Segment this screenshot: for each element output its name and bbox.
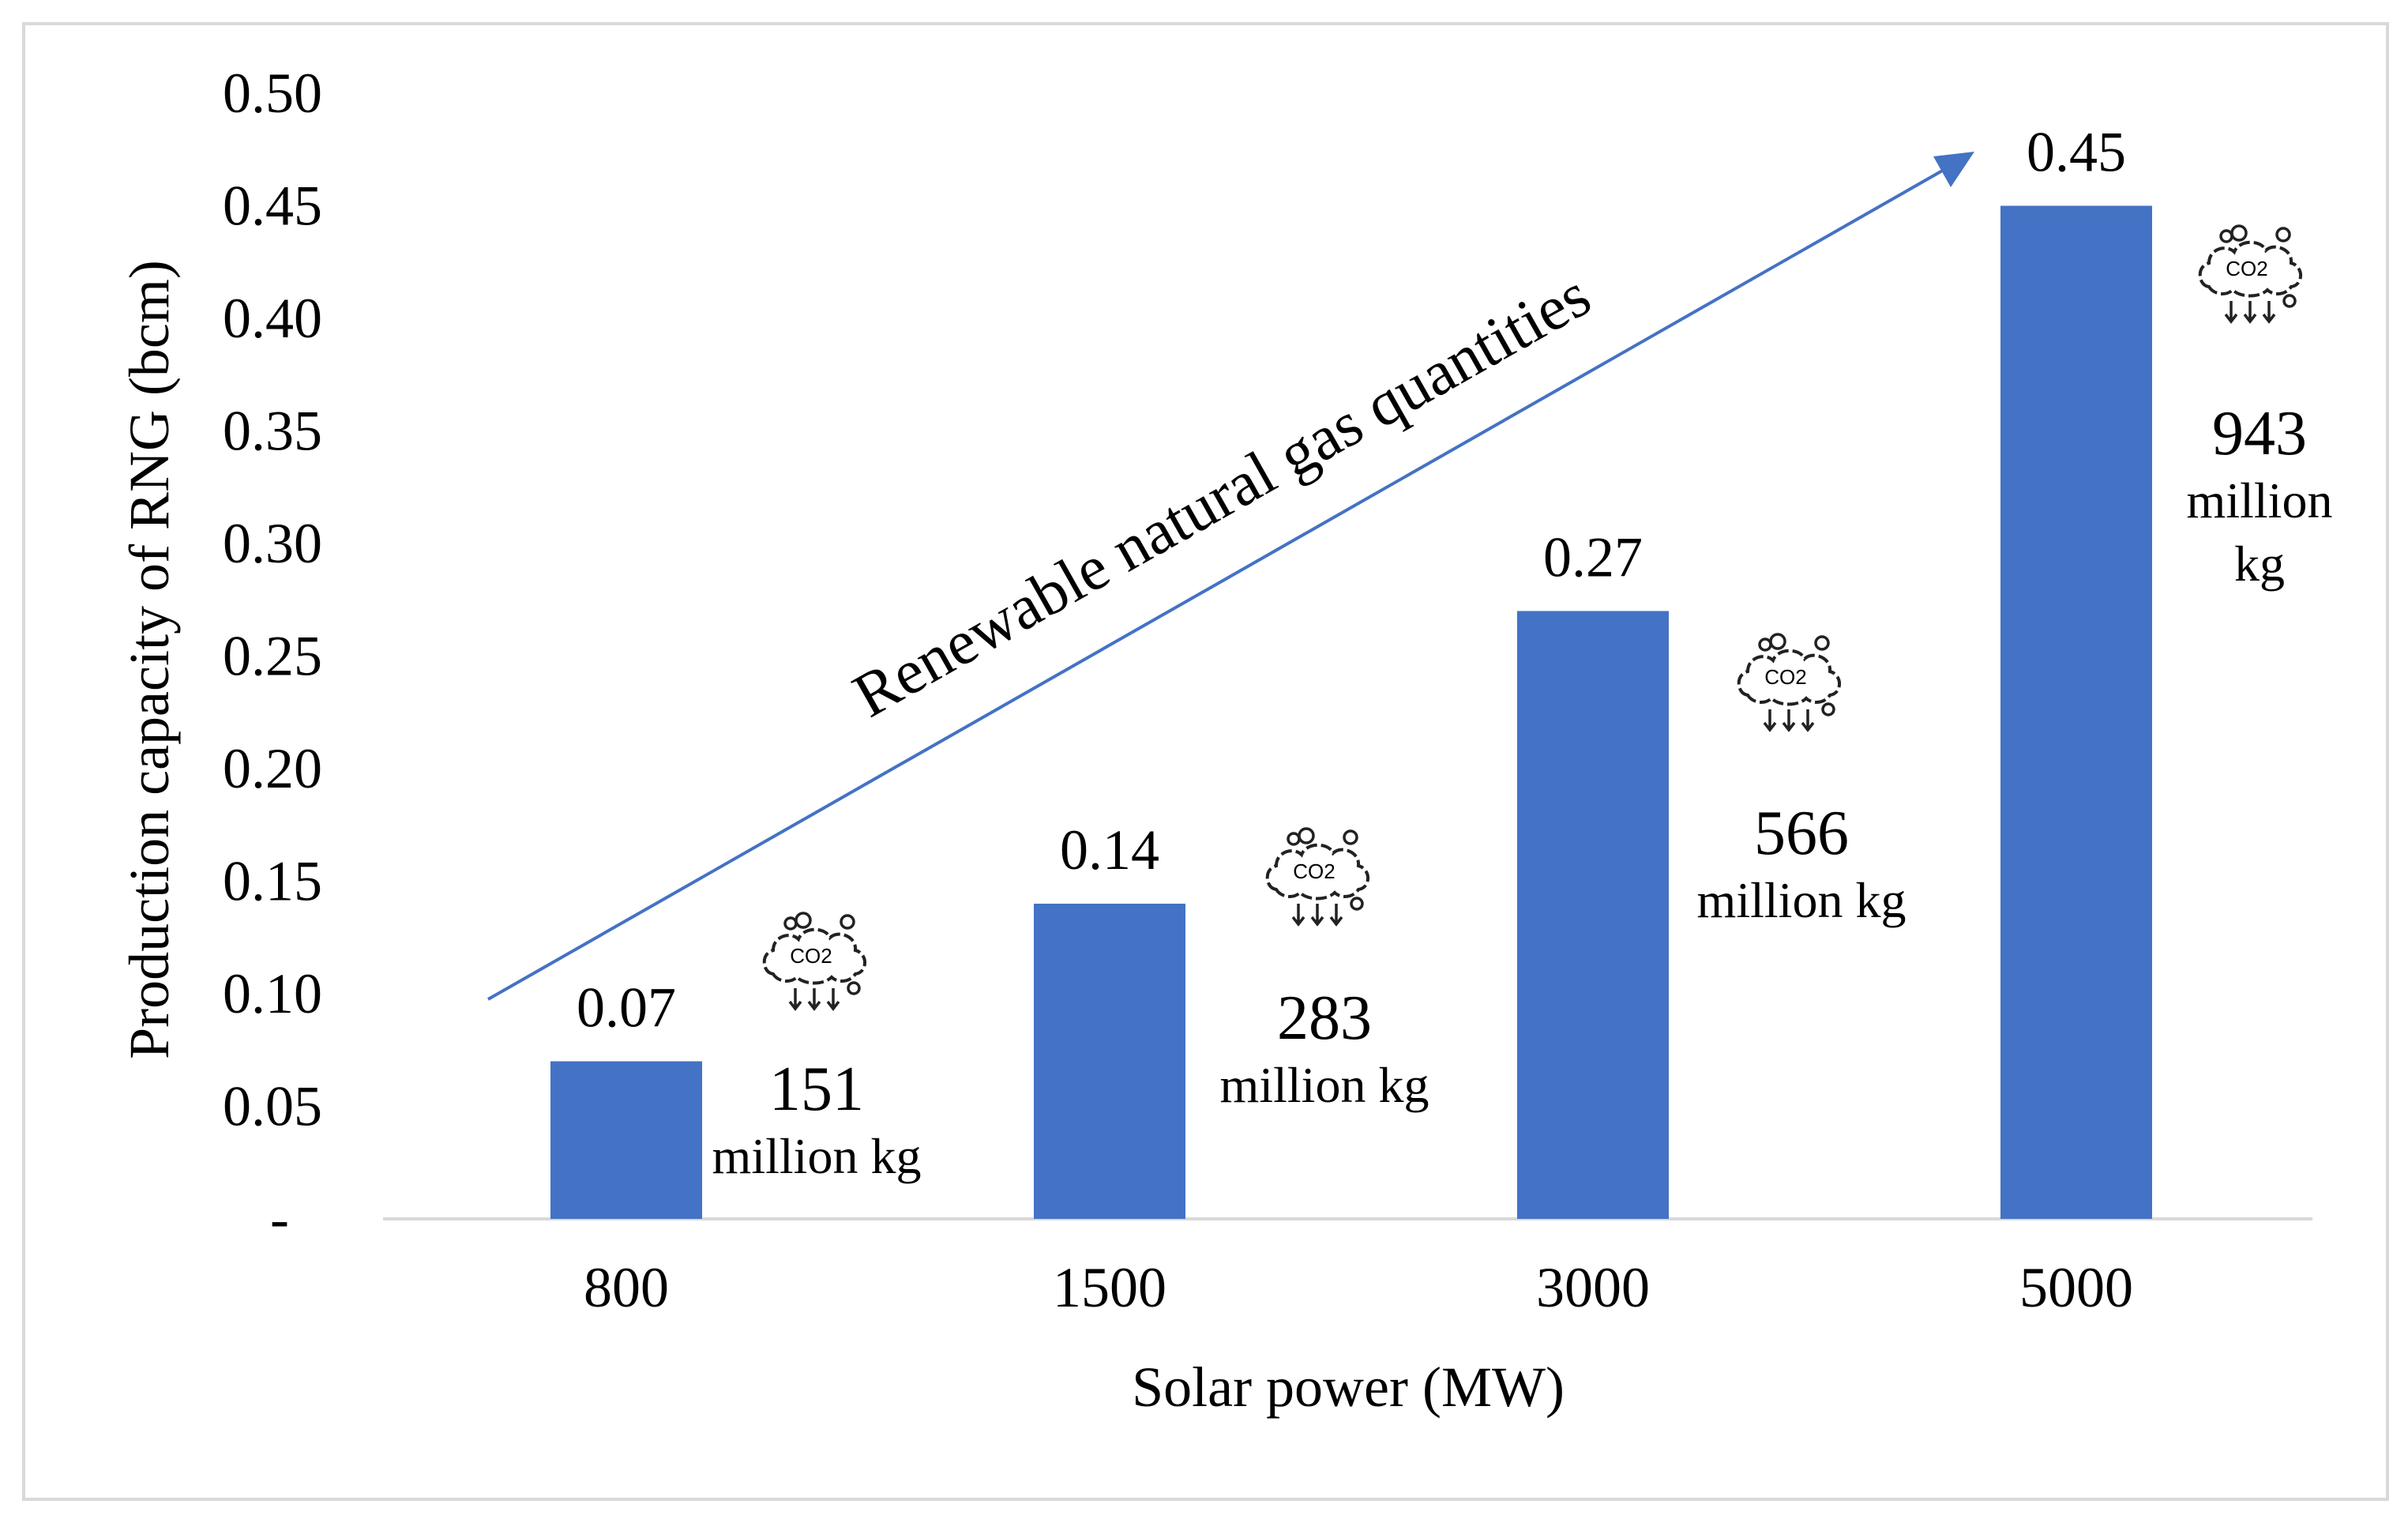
y-tick-label: 0.05	[223, 1075, 322, 1138]
x-tick-label: 1500	[1053, 1256, 1166, 1319]
bar-value-label: 0.07	[577, 976, 676, 1040]
co2-icon-text: CO2	[1293, 859, 1335, 883]
bar-value-label: 0.14	[1060, 818, 1159, 882]
x-tick-label: 5000	[2019, 1256, 2133, 1319]
y-tick-label: 0.30	[223, 512, 322, 575]
x-tick-label: 3000	[1536, 1256, 1650, 1319]
chart-frame	[22, 22, 2389, 1501]
bars	[550, 205, 2152, 1219]
bar-3000	[1517, 611, 1669, 1219]
co2-amount-unit: million kg	[1697, 872, 1906, 928]
co2-amount-unit: million	[2187, 472, 2333, 528]
bar-800	[550, 1061, 702, 1219]
y-tick-label: 0.50	[223, 62, 322, 125]
co2-amount-unit: million kg	[712, 1128, 922, 1184]
x-axis-tick-labels: 800 1500 3000 5000	[584, 1256, 2133, 1319]
bar-1500	[1034, 904, 1185, 1219]
co2-icon: CO2	[2198, 224, 2302, 323]
trend-arrow-head	[1933, 152, 1974, 187]
co2-amount-number: 283	[1277, 983, 1372, 1053]
bar-5000	[2000, 205, 2152, 1219]
x-axis-title: Solar power (MW)	[1132, 1356, 1565, 1419]
co2-icon-text: CO2	[2226, 257, 2267, 280]
co2-amount-number: 151	[769, 1055, 864, 1124]
bar-value-label: 0.45	[2027, 121, 2126, 184]
co2-icon: CO2	[1737, 633, 1841, 731]
co2-amount-number: 566	[1754, 799, 1849, 868]
y-tick-label: 0.35	[223, 400, 322, 463]
y-tick-label: 0.25	[223, 625, 322, 688]
co2-icon: CO2	[762, 912, 866, 1010]
y-tick-label: 0.40	[223, 287, 322, 350]
co2-amount-unit: million kg	[1220, 1057, 1429, 1113]
y-tick-label: 0.15	[223, 850, 322, 913]
bar-value-label: 0.27	[1543, 526, 1643, 589]
co2-icon-text: CO2	[790, 944, 832, 968]
trend-arrow	[487, 164, 1952, 1001]
co2-icon: CO2	[1265, 827, 1369, 926]
value-labels: 0.07 0.14 0.27 0.45	[577, 121, 2126, 1040]
y-axis-title: Production capacity of RNG (bcm)	[118, 260, 181, 1059]
co2-icon-text: CO2	[1764, 665, 1806, 689]
co2-amount-number: 943	[2212, 399, 2307, 468]
y-tick-label: 0.10	[223, 962, 322, 1025]
co2-amount-unit: kg	[2234, 536, 2285, 592]
y-tick-label: -	[270, 1187, 289, 1250]
y-axis-tick-labels: - 0.05 0.10 0.15 0.20 0.25 0.30 0.35 0.40 0.45 0.5…	[223, 62, 322, 1250]
y-tick-label: 0.45	[223, 175, 322, 238]
y-tick-label: 0.20	[223, 737, 322, 800]
x-tick-label: 800	[584, 1256, 669, 1319]
